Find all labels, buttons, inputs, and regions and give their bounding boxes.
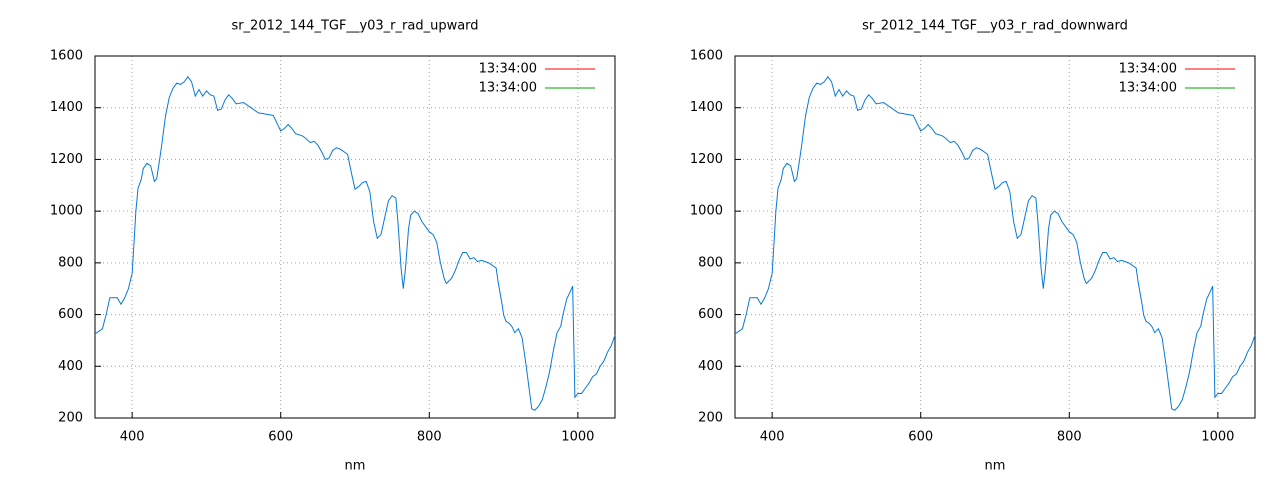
- plot-frame: [734, 55, 1256, 419]
- y-tick-label: 1600: [50, 49, 83, 64]
- y-tick-label: 1400: [690, 100, 723, 115]
- y-tick-label: 600: [58, 307, 83, 322]
- x-tick-label: 400: [760, 430, 785, 445]
- x-tick-label: 400: [120, 430, 145, 445]
- x-tick-label: 600: [908, 430, 933, 445]
- y-tick-label: 1400: [50, 100, 83, 115]
- y-tick-label: 800: [58, 255, 83, 270]
- y-tick-label: 400: [698, 359, 723, 374]
- y-tick-label: 200: [58, 411, 83, 426]
- x-tick-label: 1000: [1201, 430, 1234, 445]
- legend-label: 13:34:00: [479, 81, 537, 96]
- y-tick-label: 600: [698, 307, 723, 322]
- chart-title: sr_2012_144_TGF__y03_r_rad_upward: [231, 19, 478, 34]
- y-tick-label: 1200: [690, 152, 723, 167]
- chart-title: sr_2012_144_TGF__y03_r_rad_downward: [862, 19, 1128, 34]
- legend-label: 13:34:00: [479, 62, 537, 77]
- y-tick-label: 1200: [50, 152, 83, 167]
- legend-label: 13:34:00: [1119, 62, 1177, 77]
- y-tick-label: 1000: [690, 204, 723, 219]
- x-axis-label: nm: [345, 459, 366, 474]
- y-tick-label: 400: [58, 359, 83, 374]
- plot-frame: [94, 55, 616, 419]
- x-tick-label: 800: [417, 430, 442, 445]
- x-tick-label: 800: [1057, 430, 1082, 445]
- y-tick-label: 800: [698, 255, 723, 270]
- x-tick-label: 600: [268, 430, 293, 445]
- x-tick-label: 1000: [561, 430, 594, 445]
- y-tick-label: 1000: [50, 204, 83, 219]
- y-tick-label: 1600: [690, 49, 723, 64]
- legend-label: 13:34:00: [1119, 81, 1177, 96]
- data-line: [94, 75, 616, 411]
- x-axis-label: nm: [985, 459, 1006, 474]
- data-line: [734, 75, 1256, 411]
- y-tick-label: 200: [698, 411, 723, 426]
